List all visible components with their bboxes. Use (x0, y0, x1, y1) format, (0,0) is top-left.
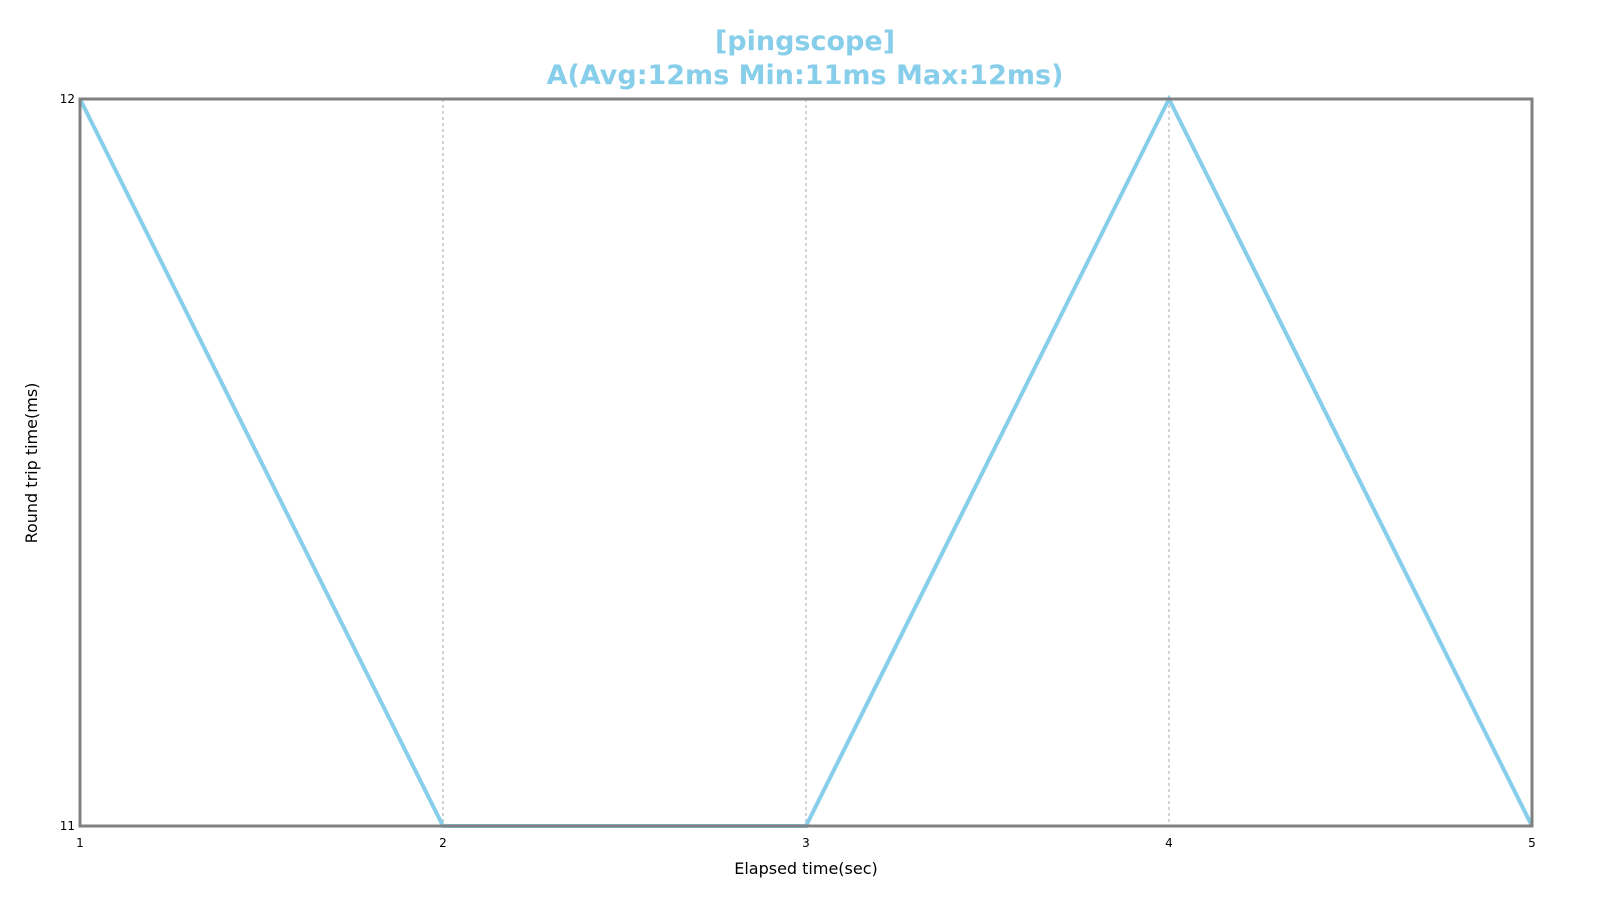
grid-lines (442, 99, 1170, 826)
y-axis-ticks: 11 12 (60, 92, 75, 833)
y-tick-label: 12 (60, 92, 75, 106)
y-axis-label: Round trip time(ms) (22, 383, 41, 544)
x-tick-label: 3 (802, 836, 810, 850)
x-tick-label: 4 (1165, 836, 1173, 850)
x-tick-label: 2 (439, 836, 447, 850)
chart-title: [pingscope] (715, 26, 895, 57)
x-tick-label: 1 (76, 836, 84, 850)
x-tick-label: 5 (1528, 836, 1536, 850)
x-axis-label: Elapsed time(sec) (734, 859, 878, 878)
chart-subtitle: A(Avg:12ms Min:11ms Max:12ms) (547, 60, 1064, 91)
y-tick-label: 11 (60, 819, 75, 833)
x-axis-ticks: 1 2 3 4 5 (76, 836, 1536, 850)
plot-area-frame (78, 97, 1534, 828)
